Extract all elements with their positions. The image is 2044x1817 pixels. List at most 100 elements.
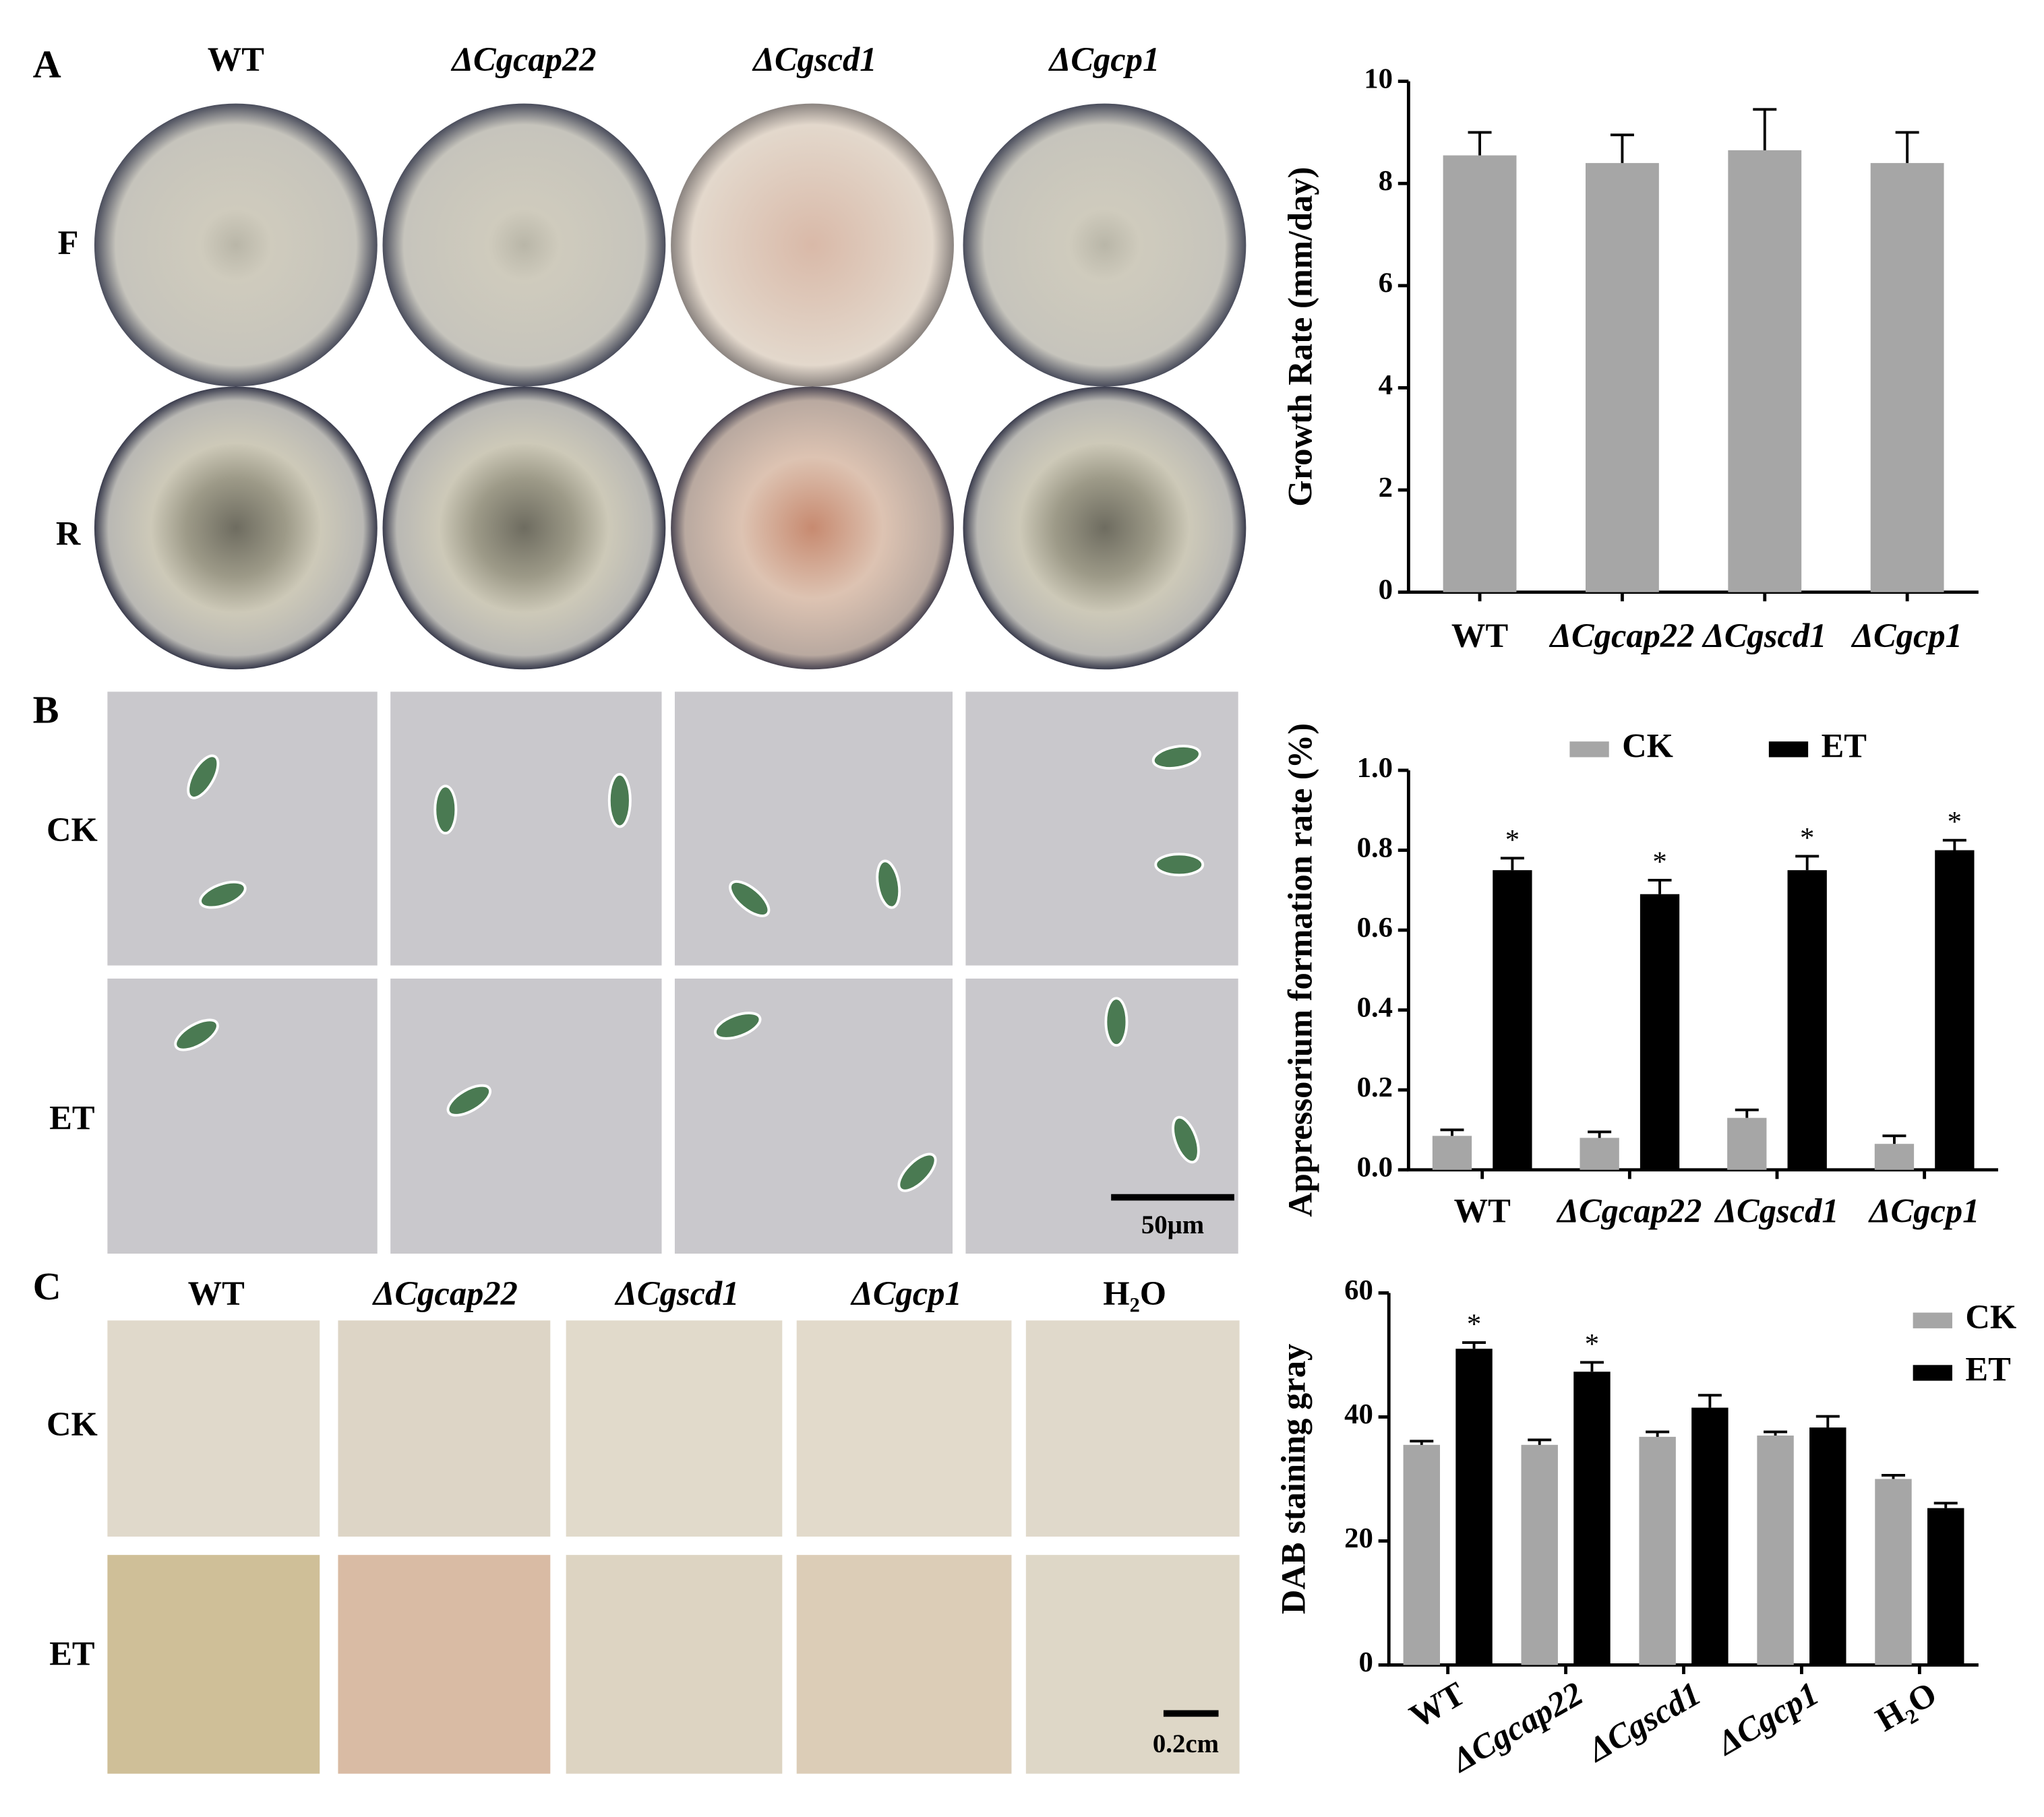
error-bar: [1933, 1502, 1958, 1508]
bar: [1927, 1508, 1964, 1665]
column-label: WT: [188, 1274, 245, 1312]
row-label: CK: [47, 1405, 98, 1443]
y-tick-label: 1.0: [1357, 752, 1393, 784]
y-tick-label: 0.6: [1357, 912, 1393, 944]
error-bar: [1528, 1438, 1552, 1445]
bar: [1585, 162, 1659, 592]
error-bar: [1468, 131, 1492, 156]
scale-label: 0.2cm: [1153, 1729, 1219, 1758]
bar: [1403, 1444, 1441, 1665]
y-tick-label: 60: [1344, 1274, 1373, 1306]
y-axis-title: Growth Rate (mm/day): [1281, 167, 1319, 507]
x-tick-label: H₂O: [1869, 1674, 1943, 1738]
x-tick-label: WT: [1454, 1192, 1511, 1229]
legend-swatch: [1913, 1365, 1952, 1381]
panel-a-photos: [94, 103, 1246, 670]
legend-swatch: [1768, 741, 1809, 758]
y-axis-title: Appressorium formation rate (%): [1281, 723, 1319, 1217]
legend-swatch: [1913, 1312, 1952, 1328]
x-tick-label: ΔCgscd1: [1580, 1674, 1707, 1769]
bar: [1573, 1372, 1611, 1665]
bar: [1639, 1436, 1676, 1665]
error-bar: [1697, 1394, 1722, 1408]
x-tick-label: WT: [1403, 1674, 1471, 1735]
error-bar: [1580, 1361, 1604, 1372]
bar: [1875, 1479, 1912, 1665]
x-tick-label: ΔCgcp1: [1710, 1674, 1825, 1762]
column-label: ΔCgcp1: [1048, 40, 1160, 78]
column-label: ΔCgcp1: [850, 1274, 962, 1312]
scale-label: 50μm: [1141, 1210, 1204, 1239]
row-label: F: [58, 224, 79, 261]
x-tick-label: ΔCgcap22: [1556, 1192, 1702, 1229]
panel-c-photos: [107, 1320, 1240, 1774]
error-bar: [1500, 857, 1524, 871]
x-tick-label: ΔCgcp1: [1851, 617, 1962, 654]
bar: [1691, 1407, 1729, 1665]
bar: [1455, 1349, 1493, 1665]
y-tick-label: 20: [1344, 1522, 1373, 1554]
bar: [1727, 1117, 1767, 1170]
bar: [1580, 1138, 1619, 1170]
error-bar: [1753, 108, 1777, 150]
significance: *: [1652, 846, 1666, 877]
y-tick-label: 10: [1364, 63, 1393, 94]
error-bar: [1440, 1128, 1464, 1136]
y-tick-label: 2: [1379, 472, 1393, 503]
significance: *: [1505, 824, 1520, 856]
y-tick-label: 0.8: [1357, 832, 1393, 863]
y-tick-label: 4: [1379, 369, 1393, 401]
error-bar: [1410, 1440, 1434, 1445]
error-bar: [1795, 855, 1820, 871]
bar: [1728, 150, 1802, 592]
legend-label: CK: [1622, 727, 1673, 764]
error-bar: [1610, 133, 1634, 163]
error-bar: [1882, 1134, 1906, 1144]
y-tick-label: 0.0: [1357, 1152, 1393, 1183]
column-label: ΔCgscd1: [614, 1274, 739, 1312]
bar: [1432, 1136, 1472, 1170]
bar: [1443, 155, 1517, 592]
error-bar: [1646, 1430, 1670, 1437]
bar: [1757, 1436, 1794, 1665]
row-label: CK: [47, 811, 98, 849]
y-tick-label: 0.2: [1357, 1072, 1393, 1103]
y-tick-label: 0.4: [1357, 991, 1393, 1023]
error-bar: [1648, 879, 1672, 894]
row-label: ET: [49, 1099, 94, 1136]
legend-swatch: [1569, 741, 1609, 758]
y-tick-label: 0: [1359, 1646, 1373, 1678]
bar: [1935, 850, 1975, 1170]
bar: [1874, 1144, 1915, 1170]
error-bar: [1588, 1130, 1612, 1138]
column-label: ΔCgscd1: [752, 40, 876, 78]
row-label: ET: [49, 1634, 94, 1672]
significance: *: [1585, 1328, 1599, 1360]
error-bar: [1735, 1108, 1759, 1118]
column-label: ΔCgcap22: [372, 1274, 518, 1312]
panel-label: B: [33, 688, 59, 732]
legend-label: ET: [1822, 727, 1867, 764]
bar: [1870, 162, 1944, 592]
x-tick-label: ΔCgcp1: [1868, 1192, 1980, 1229]
legend-label: CK: [1965, 1298, 2016, 1336]
bar: [1521, 1444, 1558, 1665]
error-bar: [1462, 1341, 1486, 1349]
column-label: WT: [208, 40, 264, 78]
significance: *: [1467, 1309, 1481, 1341]
y-axis-title: DAB staining gray: [1275, 1344, 1313, 1614]
error-bar: [1881, 1473, 1905, 1479]
row-label: R: [56, 515, 81, 553]
error-bar: [1895, 131, 1919, 163]
x-tick-label: ΔCgscd1: [1702, 617, 1826, 654]
bar: [1493, 870, 1532, 1170]
significance: *: [1800, 822, 1814, 854]
x-tick-label: WT: [1451, 617, 1508, 654]
x-tick-label: ΔCgscd1: [1714, 1192, 1838, 1229]
panel-label: A: [33, 42, 61, 86]
y-tick-label: 0: [1379, 574, 1393, 605]
legend-label: ET: [1965, 1351, 2010, 1388]
bar: [1787, 870, 1827, 1170]
significance: *: [1948, 806, 1962, 838]
